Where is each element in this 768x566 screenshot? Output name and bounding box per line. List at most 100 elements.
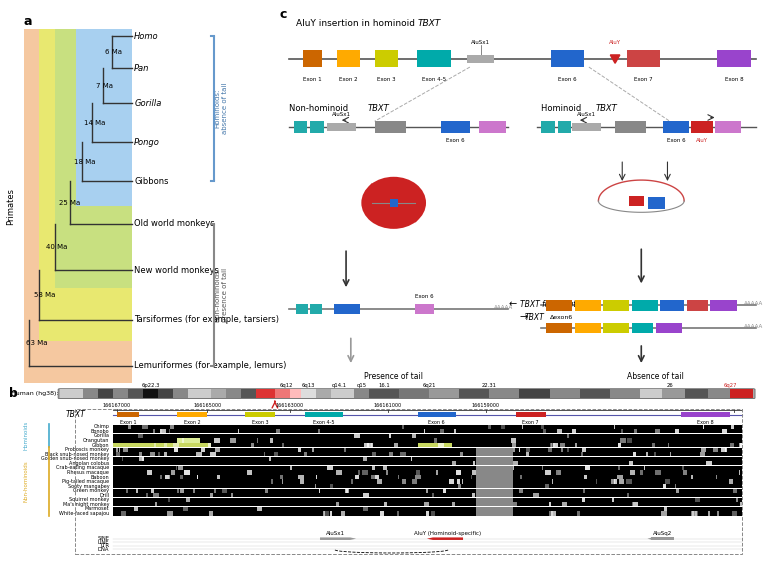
Bar — [113, 429, 741, 434]
Text: Homo: Homo — [134, 32, 159, 41]
Text: Angolan colobus: Angolan colobus — [69, 461, 109, 466]
Bar — [717, 512, 719, 516]
Bar — [271, 479, 273, 484]
Bar — [692, 512, 697, 516]
Bar — [170, 424, 174, 429]
Text: TBXT: TBXT — [65, 410, 85, 419]
Bar — [739, 443, 745, 447]
Text: 26: 26 — [667, 383, 674, 388]
Text: b: b — [9, 387, 18, 400]
Bar — [572, 123, 601, 131]
Bar — [577, 512, 580, 516]
Bar — [412, 479, 418, 484]
Bar — [582, 448, 586, 452]
Bar — [330, 512, 332, 516]
Bar — [121, 512, 125, 516]
Bar — [476, 502, 514, 507]
Bar — [275, 389, 290, 398]
FancyArrow shape — [647, 538, 663, 539]
Bar — [319, 488, 320, 493]
Bar — [488, 424, 492, 429]
Bar — [660, 300, 684, 311]
Bar — [217, 475, 220, 479]
Bar — [274, 452, 278, 456]
Text: TBXT: TBXT — [596, 104, 617, 113]
Bar — [127, 424, 131, 429]
Bar — [459, 389, 489, 398]
Bar — [634, 452, 635, 456]
Text: Proboscis monkey: Proboscis monkey — [65, 447, 109, 452]
Bar — [296, 305, 308, 314]
Bar — [551, 479, 553, 484]
Bar — [126, 488, 128, 493]
Bar — [584, 475, 587, 479]
Bar — [245, 413, 275, 417]
Bar — [116, 452, 121, 456]
Bar — [180, 488, 184, 493]
Bar — [293, 121, 307, 133]
Bar — [476, 466, 514, 470]
Bar — [384, 502, 387, 507]
Bar — [113, 389, 128, 398]
Bar — [548, 448, 552, 452]
Text: Gibbons: Gibbons — [134, 177, 169, 186]
Bar — [476, 512, 514, 516]
Bar — [458, 484, 462, 488]
Bar — [575, 443, 577, 447]
Bar — [323, 512, 329, 516]
Bar — [551, 512, 557, 516]
Bar — [549, 502, 551, 507]
Bar — [398, 475, 399, 479]
Text: Golden snub-nosed monkey: Golden snub-nosed monkey — [41, 456, 109, 461]
Bar — [201, 448, 204, 452]
Text: Human (hg38): Chr. 6: Human (hg38): Chr. 6 — [12, 391, 79, 396]
Bar — [164, 452, 167, 456]
Bar — [476, 488, 514, 493]
Text: Presence of tail: Presence of tail — [364, 372, 423, 381]
Text: New world monkeys: New world monkeys — [134, 265, 219, 275]
Bar — [411, 457, 412, 461]
Bar — [695, 498, 700, 502]
Bar — [280, 475, 283, 479]
Bar — [214, 439, 220, 443]
Bar — [336, 50, 360, 67]
Bar — [270, 439, 273, 443]
Bar — [710, 300, 737, 311]
Bar — [165, 475, 169, 479]
Bar — [567, 448, 569, 452]
Bar — [134, 507, 138, 511]
FancyArrow shape — [427, 538, 463, 540]
Bar — [574, 323, 601, 333]
Bar — [670, 452, 671, 456]
Bar — [667, 443, 670, 447]
Bar — [142, 424, 148, 429]
Bar — [425, 502, 429, 507]
Bar — [454, 429, 455, 434]
Bar — [730, 443, 733, 447]
Text: Drill: Drill — [99, 493, 109, 498]
Bar — [76, 29, 131, 206]
Bar — [113, 502, 741, 507]
Bar — [713, 448, 718, 452]
Text: Exon 2: Exon 2 — [184, 421, 200, 426]
Text: 166167000: 166167000 — [103, 403, 131, 408]
Text: Exon 2: Exon 2 — [339, 77, 358, 82]
Bar — [327, 123, 356, 131]
Bar — [434, 439, 437, 443]
Bar — [685, 389, 707, 398]
Bar — [184, 470, 190, 474]
Bar — [210, 493, 214, 498]
Bar — [263, 452, 265, 456]
Bar — [61, 389, 83, 398]
Bar — [276, 429, 280, 434]
Bar — [230, 493, 233, 498]
Bar — [154, 443, 156, 447]
Text: Lemuriformes (for example, lemurs): Lemuriformes (for example, lemurs) — [134, 361, 286, 370]
Bar — [310, 305, 323, 314]
Bar — [656, 323, 682, 333]
Bar — [449, 479, 454, 484]
Bar — [375, 121, 406, 133]
Text: Orangutan: Orangutan — [83, 438, 109, 443]
Text: TBXT: TBXT — [418, 19, 441, 28]
Bar — [724, 448, 727, 452]
